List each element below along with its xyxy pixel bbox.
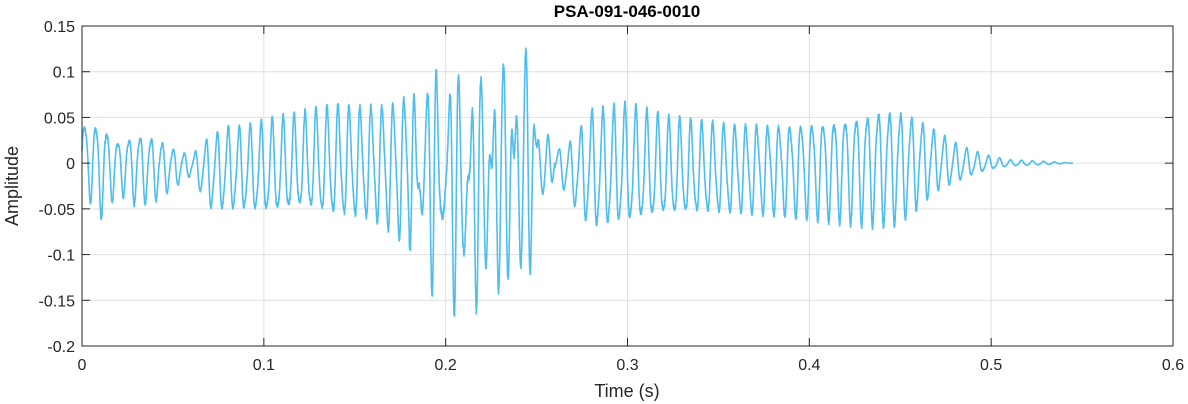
x-tick-label: 0.3 (616, 357, 638, 374)
x-tick-label: 0.4 (798, 357, 820, 374)
y-axis-ticks: -0.2 -0.15 -0.1 -0.05 0 0.05 0.1 0.15 (39, 19, 1173, 356)
x-tick-label: 0.2 (435, 357, 457, 374)
y-tick-label: 0.05 (44, 110, 75, 127)
x-tick-label: 0.6 (1162, 357, 1184, 374)
y-tick-label: 0.15 (44, 19, 75, 36)
x-axis-ticks: 0 0.1 0.2 0.3 0.4 0.5 0.6 (78, 26, 1184, 374)
y-tick-label: 0.1 (53, 65, 75, 82)
waveform-line (81, 47, 1074, 317)
y-tick-label: -0.15 (39, 293, 76, 310)
y-axis-label: Amplitude (2, 146, 22, 226)
y-tick-label: -0.1 (47, 248, 75, 265)
y-tick-label: -0.05 (39, 202, 76, 219)
y-tick-label: -0.2 (47, 339, 75, 356)
y-tick-label: 0 (66, 156, 75, 173)
chart-title: PSA-091-046-0010 (554, 2, 700, 21)
x-tick-label: 0.1 (253, 357, 275, 374)
x-tick-label: 0 (78, 357, 87, 374)
series-group (81, 47, 1074, 317)
x-tick-label: 0.5 (980, 357, 1002, 374)
x-axis-label: Time (s) (594, 381, 659, 401)
